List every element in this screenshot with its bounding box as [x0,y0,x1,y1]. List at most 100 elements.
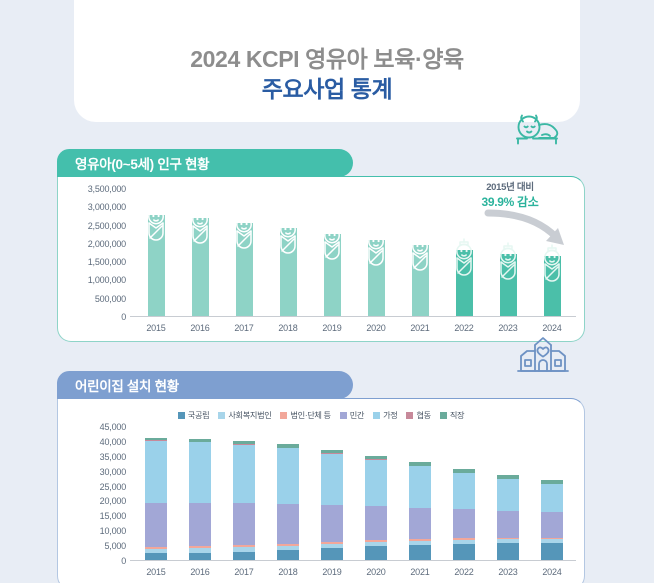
stack-segment [453,543,475,561]
daycare-stacked-bar[interactable] [277,444,299,561]
baby-face-icon [280,216,296,254]
legend-label: 협동 [416,411,431,420]
y-axis-tick: 3,500,000 [87,184,126,194]
bar-slot [222,189,266,317]
population-bar[interactable] [411,233,429,317]
stack-segment [321,449,343,454]
x-axis-label: 2022 [454,323,474,333]
daycare-stacked-bar[interactable] [453,469,475,561]
y-axis-tick: 20,000 [99,496,127,507]
daycare-stacked-bar[interactable] [365,455,387,561]
stack-segment [541,537,563,540]
legend-item-4[interactable]: 가정 [373,409,398,421]
bar-slot [310,427,354,561]
legend-item-1[interactable]: 사회복지법인 [218,409,272,421]
chart-infant-population: 2015년 대비 39.9% 감소 0 500,000 1,000,000 1,500… [58,177,584,341]
stack-segment [541,512,563,538]
stack-segment [497,510,519,538]
panel-body-daycare-centers: 국공립 사회복지법인 법인·단체 등 민간 가정 협동 직장 0 5,000 10,000 15,… [57,398,585,583]
baby-face-icon [368,228,384,266]
x-axis-label: 2023 [498,567,518,577]
stack-segment [541,542,563,561]
y-axis-tick: 10,000 [99,526,127,537]
chart2-bars [134,427,574,561]
population-bar[interactable] [543,244,561,317]
population-bar[interactable] [279,216,297,317]
stack-segment [189,548,211,553]
stack-segment [409,544,431,561]
stack-segment [453,469,475,473]
stack-segment [409,466,431,508]
population-bar[interactable] [147,203,165,317]
x-axis-label: 2015 [146,323,166,333]
daycare-stacked-bar[interactable] [145,437,167,561]
daycare-stacked-bar[interactable] [233,441,255,561]
stack-segment [365,546,387,561]
legend-item-3[interactable]: 민간 [339,409,365,421]
panel-header-daycare-centers: 어린이집 설치 현황 [57,371,353,399]
x-axis-label: 2018 [278,567,298,577]
legend-item-0[interactable]: 국공립 [177,409,210,421]
stack-segment [409,541,431,545]
daycare-stacked-bar[interactable] [189,438,211,561]
chart2-baseline [130,559,576,561]
chart2-plot-area [134,427,574,561]
daycare-stacked-bar[interactable] [541,479,563,561]
stack-segment [277,550,299,561]
stack-segment [541,539,563,543]
baby-face-icon [456,237,472,276]
daycare-stacked-bar[interactable] [321,449,343,561]
panel-header-label: 영유아(0~5세) 인구 현황 [75,157,210,172]
legend-item-5[interactable]: 협동 [406,409,431,421]
population-bar[interactable] [323,221,341,317]
daycare-stacked-bar[interactable] [497,475,519,561]
stack-segment [365,542,387,547]
y-axis-tick: 3,000,000 [87,202,126,213]
stack-segment [365,506,387,541]
chart2-legend: 국공립 사회복지법인 법인·단체 등 민간 가정 협동 직장 [58,399,584,421]
population-bar[interactable] [235,210,253,317]
bar-slot [266,189,310,317]
bar-slot [354,189,398,317]
population-bar[interactable] [367,228,385,317]
chart2-y-axis: 0 5,000 10,000 15,000 20,000 25,000 30,000 35,0… [58,421,132,583]
chart1-x-labels: 2015 2016 2017 2018 2019 2020 2021 2022 2023 2024 [134,323,574,333]
population-bar[interactable] [191,206,209,317]
population-bar[interactable] [455,237,473,317]
legend-label: 가정 [383,411,398,420]
stack-segment [365,540,387,543]
legend-label: 사회복지법인 [228,411,272,420]
stack-segment [145,437,167,441]
stack-segment [277,543,299,547]
bar-slot [266,427,310,561]
legend-swatch [339,411,347,419]
legend-label: 민간 [349,411,365,420]
bar-slot [134,189,178,317]
stack-segment [409,507,431,540]
bar-slot [310,189,354,317]
bar-slot [442,427,486,561]
daycare-stacked-bar[interactable] [409,462,431,561]
stack-segment [541,484,563,513]
stack-segment [497,537,519,540]
legend-swatch [218,411,226,419]
y-axis-tick: 5,000 [104,541,126,552]
stack-segment [145,502,167,547]
y-axis-tick: 35,000 [99,451,127,462]
legend-item-6[interactable]: 직장 [439,409,465,421]
population-bar[interactable] [499,241,517,317]
baby-face-icon [192,206,208,245]
y-axis-tick: 2,500,000 [87,220,126,231]
stack-segment [277,448,299,504]
baby-face-icon [500,241,516,280]
chart1-y-axis: 0 500,000 1,000,000 1,500,000 2,000,000 2,500… [58,177,132,341]
chart-daycare-centers: 0 5,000 10,000 15,000 20,000 25,000 30,000 35,0… [58,421,584,583]
stack-segment [497,542,519,561]
panel-daycare-centers: 어린이집 설치 현황 국공립 사회복지법인 법인·단체 등 민간 가정 협동 직장 0 5,0… [57,337,585,583]
legend-label: 국공립 [187,411,210,420]
stack-segment [497,475,519,479]
x-axis-label: 2020 [366,323,386,333]
legend-item-2[interactable]: 법인·단체 등 [280,409,331,421]
annotation-top-label: 2015년 대비 [486,182,534,193]
panel-infant-population: 영유아(0~5세) 인구 현황 2015년 대비 39.9% 감소 0 500,0… [57,114,585,342]
